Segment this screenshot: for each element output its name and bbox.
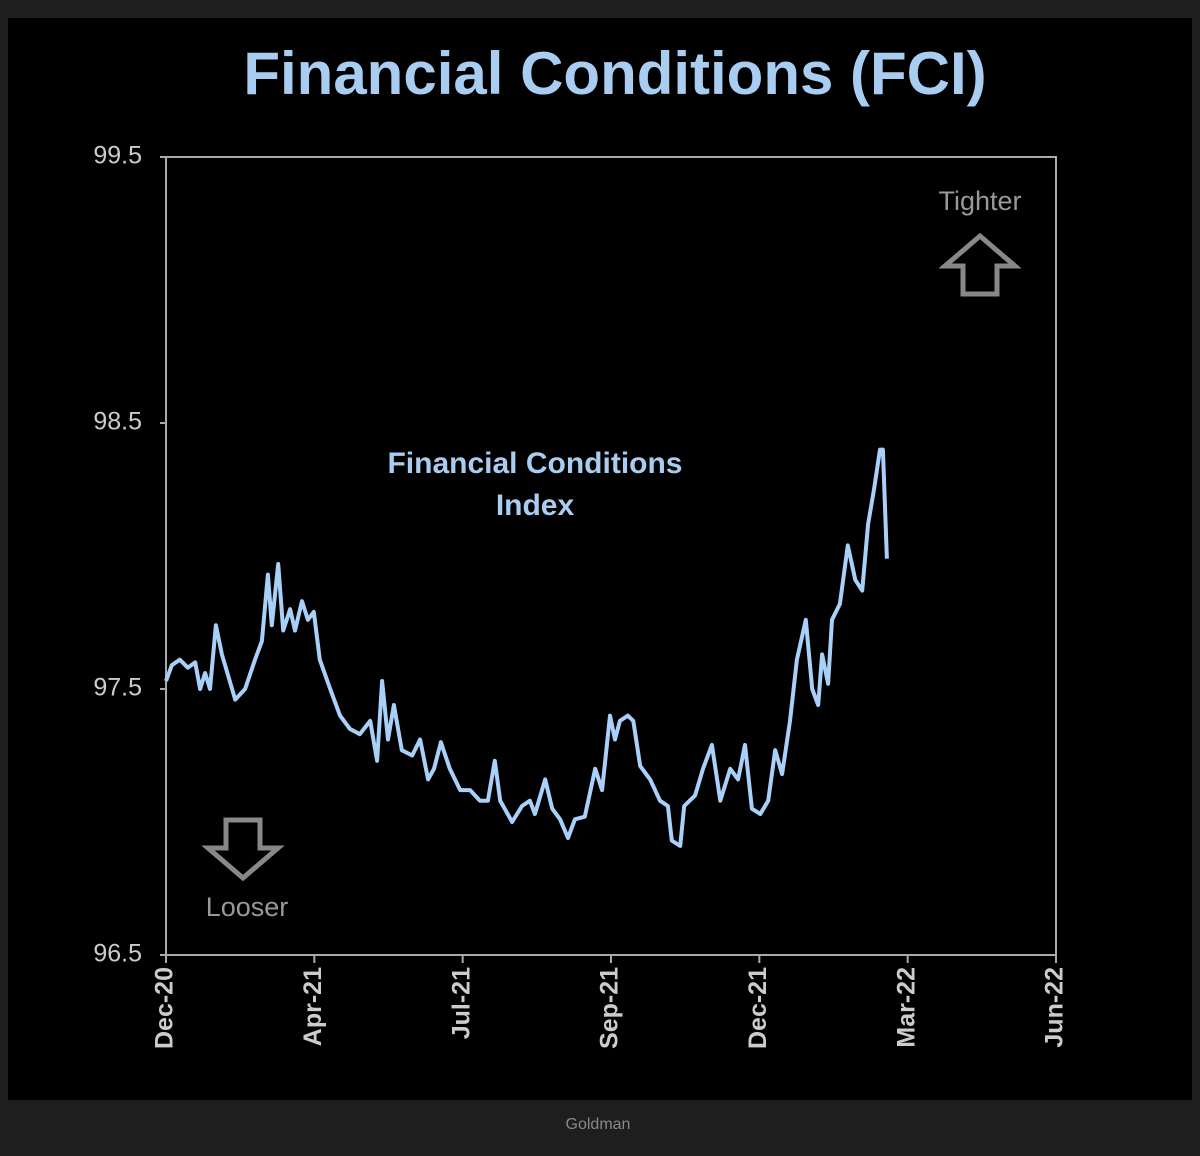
x-tick-label: Mar-22 bbox=[892, 967, 920, 1048]
x-tick-label: Dec-20 bbox=[151, 967, 179, 1049]
fci-line bbox=[164, 447, 889, 848]
x-tick-label: Jun-22 bbox=[1041, 967, 1069, 1048]
caption: Goldman bbox=[566, 1116, 631, 1133]
annotation: Tighter bbox=[938, 186, 1021, 216]
y-tick-label: 98.5 bbox=[93, 408, 142, 436]
annotation: Index bbox=[496, 489, 575, 522]
annotation: Looser bbox=[206, 892, 289, 922]
x-tick-label: Apr-21 bbox=[299, 967, 327, 1046]
annotation: Financial Conditions bbox=[387, 447, 682, 480]
up-arrow bbox=[938, 232, 1022, 297]
x-tick-label: Jul-21 bbox=[447, 967, 475, 1039]
y-tick-label: 97.5 bbox=[93, 674, 142, 702]
y-tick-label: 99.5 bbox=[93, 142, 142, 170]
x-tick-label: Dec-21 bbox=[744, 967, 772, 1049]
y-tick-label: 96.5 bbox=[93, 940, 142, 968]
chart-title: Financial Conditions (FCI) bbox=[243, 40, 986, 107]
chart-panel bbox=[8, 18, 1192, 1100]
x-tick-label: Sep-21 bbox=[596, 967, 624, 1049]
down-arrow bbox=[201, 817, 285, 882]
